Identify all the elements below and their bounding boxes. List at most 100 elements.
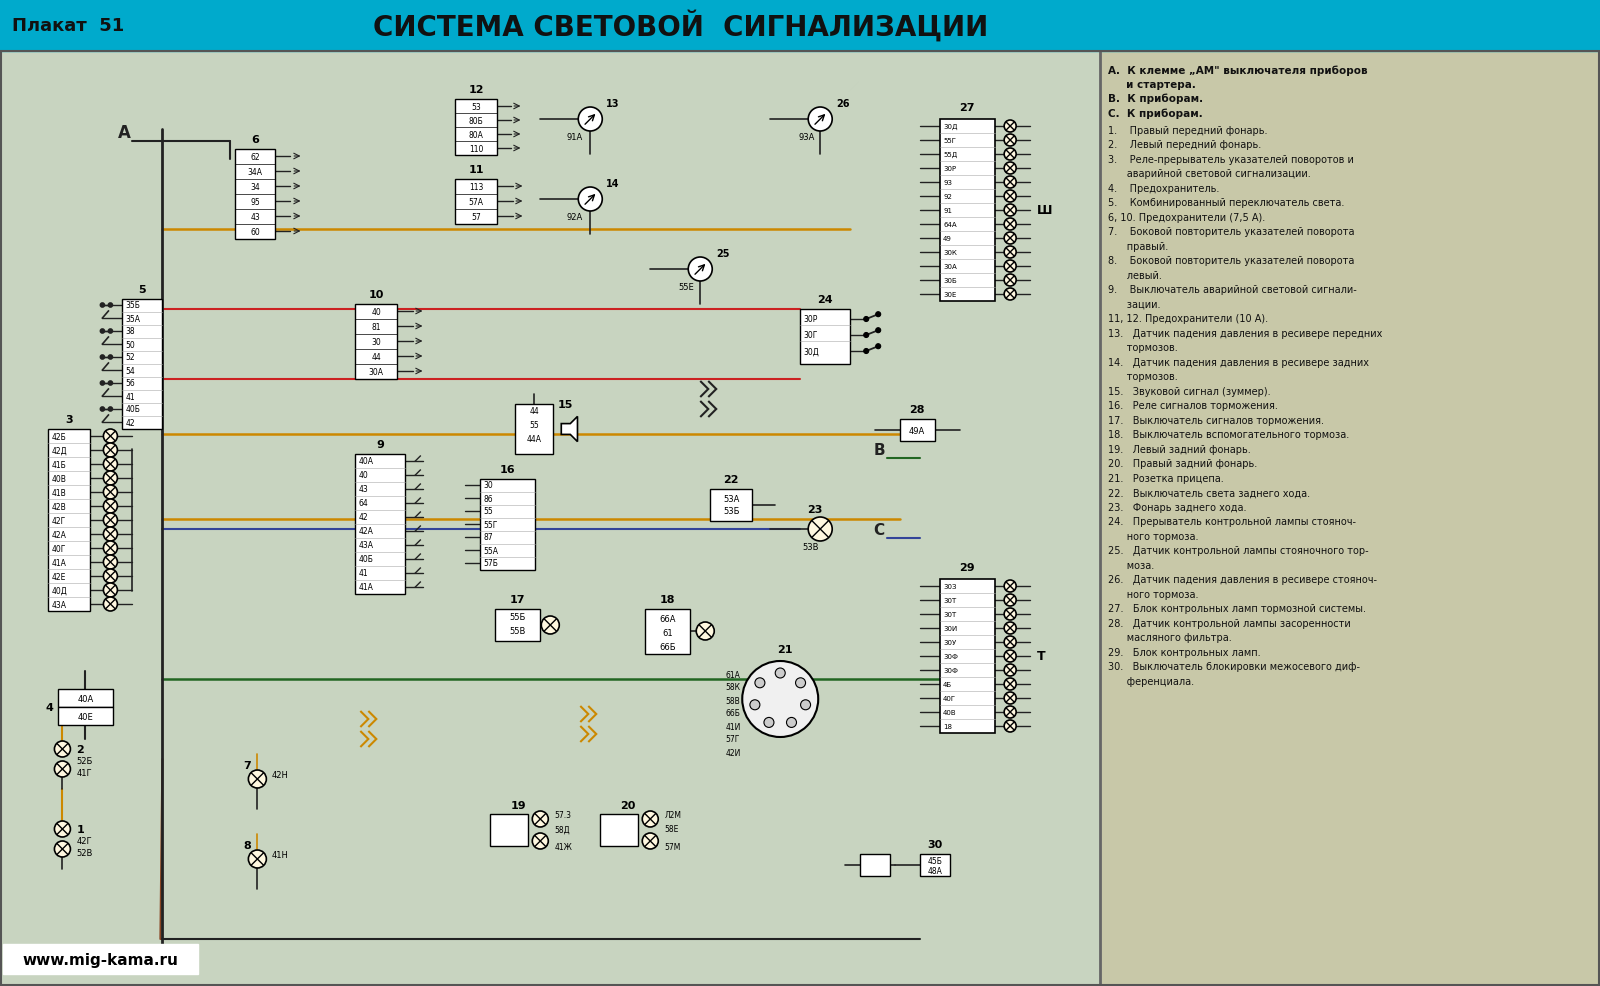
Text: 57Б: 57Б: [483, 559, 498, 568]
Circle shape: [1005, 135, 1016, 147]
Text: 93: 93: [942, 179, 952, 185]
Circle shape: [864, 349, 869, 354]
Text: 41И: 41И: [725, 722, 741, 731]
Text: 15.   Звуковой сигнал (зуммер).: 15. Звуковой сигнал (зуммер).: [1109, 387, 1270, 396]
Text: 42И: 42И: [725, 747, 741, 756]
Circle shape: [1005, 191, 1016, 203]
Circle shape: [1005, 275, 1016, 287]
Text: А.  К клемме „АМ" выключателя приборов: А. К клемме „АМ" выключателя приборов: [1109, 65, 1368, 75]
Text: 26.   Датчик падения давления в ресивере стояноч-: 26. Датчик падения давления в ресивере с…: [1109, 575, 1378, 585]
Text: 91А: 91А: [566, 133, 582, 142]
Text: 30: 30: [928, 839, 942, 849]
Circle shape: [1005, 651, 1016, 663]
Text: 30Г: 30Г: [803, 331, 818, 340]
Circle shape: [642, 811, 658, 827]
Circle shape: [742, 662, 818, 738]
Text: 48А: 48А: [928, 867, 942, 876]
Text: 7.    Боковой повторитель указателей поворота: 7. Боковой повторитель указателей поворо…: [1109, 227, 1355, 238]
Text: ного тормоза.: ного тормоза.: [1109, 590, 1198, 599]
Bar: [0, 52, 1101, 986]
Text: 57М: 57М: [664, 843, 680, 852]
Text: 56: 56: [125, 379, 134, 388]
Text: www.mig-kama.ru: www.mig-kama.ru: [22, 951, 178, 966]
Circle shape: [875, 344, 880, 349]
Circle shape: [787, 718, 797, 728]
Text: 52Б: 52Б: [77, 756, 93, 766]
Circle shape: [1005, 163, 1016, 175]
Text: 42Г: 42Г: [77, 837, 93, 846]
Text: 44А: 44А: [526, 435, 542, 444]
Text: 40Б: 40Б: [358, 555, 373, 564]
Text: 91: 91: [942, 208, 952, 214]
Text: 21: 21: [778, 644, 794, 655]
Circle shape: [1005, 665, 1016, 676]
Text: 40А: 40А: [77, 694, 93, 703]
Text: 28: 28: [909, 404, 925, 414]
Text: 42Д: 42Д: [51, 446, 67, 455]
Text: 12: 12: [469, 85, 485, 95]
Text: 41Б: 41Б: [51, 460, 66, 469]
Circle shape: [248, 850, 266, 868]
Circle shape: [1005, 706, 1016, 718]
Text: 30Е: 30Е: [942, 292, 957, 298]
Text: Плакат  51: Плакат 51: [13, 17, 125, 35]
Text: C: C: [874, 523, 885, 537]
Text: 29: 29: [960, 562, 974, 573]
Text: 9: 9: [376, 440, 384, 450]
Circle shape: [104, 471, 117, 485]
Text: ференциала.: ференциала.: [1109, 676, 1194, 686]
Text: 57: 57: [472, 213, 482, 222]
Text: 42Н: 42Н: [272, 771, 288, 780]
Bar: [456, 100, 498, 156]
Circle shape: [642, 833, 658, 849]
Bar: [456, 179, 498, 225]
Circle shape: [101, 407, 104, 411]
Circle shape: [864, 333, 869, 338]
Circle shape: [109, 382, 112, 386]
Text: 30Т: 30Т: [942, 611, 957, 617]
Text: 58Е: 58Е: [664, 824, 678, 833]
Circle shape: [104, 458, 117, 471]
Text: 92: 92: [942, 194, 952, 200]
Circle shape: [1005, 622, 1016, 634]
Circle shape: [109, 329, 112, 333]
Circle shape: [101, 329, 104, 333]
Bar: [941, 120, 995, 302]
Text: 60: 60: [251, 228, 261, 237]
Circle shape: [1005, 205, 1016, 217]
Circle shape: [763, 718, 774, 728]
Bar: [355, 455, 405, 595]
Text: 49: 49: [942, 236, 952, 242]
Text: В.  К приборам.: В. К приборам.: [1109, 94, 1203, 105]
Text: 1.    Правый передний фонарь.: 1. Правый передний фонарь.: [1109, 126, 1267, 136]
Text: 30Ф: 30Ф: [942, 654, 958, 660]
Text: и стартера.: и стартера.: [1109, 80, 1197, 90]
Text: 42Г: 42Г: [51, 516, 66, 525]
Circle shape: [1005, 260, 1016, 273]
Circle shape: [104, 584, 117, 598]
Text: масляного фильтра.: масляного фильтра.: [1109, 633, 1232, 643]
Circle shape: [541, 616, 560, 634]
Circle shape: [864, 317, 869, 322]
Text: 57.3: 57.3: [554, 810, 571, 819]
Circle shape: [1005, 595, 1016, 606]
Circle shape: [1005, 149, 1016, 161]
Circle shape: [1005, 608, 1016, 620]
Bar: [235, 150, 275, 240]
Circle shape: [875, 328, 880, 333]
Text: 57Г: 57Г: [725, 735, 739, 743]
Bar: [645, 609, 690, 655]
Text: аварийной световой сигнализации.: аварийной световой сигнализации.: [1109, 170, 1310, 179]
Text: 55А: 55А: [483, 546, 498, 555]
Text: 30: 30: [483, 481, 493, 490]
Bar: [480, 479, 536, 571]
Text: 8: 8: [243, 840, 251, 850]
Circle shape: [578, 187, 602, 212]
Text: 34А: 34А: [248, 168, 262, 176]
Text: 42А: 42А: [358, 527, 373, 536]
Text: 40: 40: [371, 308, 381, 317]
Text: 9.    Выключатель аварийной световой сигнали-: 9. Выключатель аварийной световой сигнал…: [1109, 285, 1357, 295]
Text: 30И: 30И: [942, 625, 957, 631]
Circle shape: [54, 821, 70, 837]
Text: Л2М: Л2М: [664, 810, 682, 819]
